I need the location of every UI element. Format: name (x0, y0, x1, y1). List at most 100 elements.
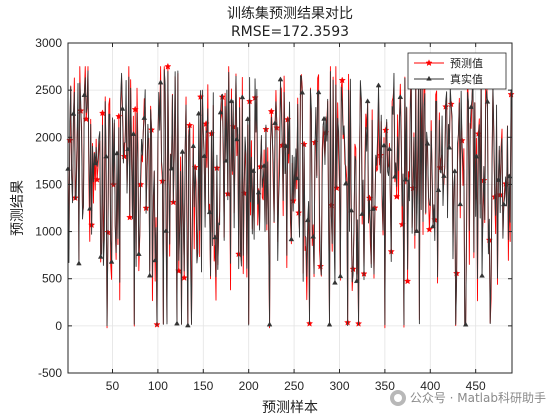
data-point (141, 115, 148, 120)
data-point (413, 228, 420, 233)
data-point (179, 148, 186, 154)
data-point (452, 168, 458, 174)
data-point (375, 82, 382, 88)
data-point (70, 110, 77, 116)
data-point (435, 187, 442, 192)
data-point (370, 206, 376, 211)
data-point (277, 76, 284, 82)
data-point (402, 176, 409, 182)
data-point (315, 89, 322, 95)
data-point (343, 180, 349, 186)
data-point (321, 115, 327, 121)
legend-marker-actual (426, 75, 432, 81)
data-point (348, 207, 355, 213)
data-point (217, 109, 224, 115)
data-point (495, 177, 502, 182)
data-point (250, 168, 257, 173)
data-point (310, 233, 316, 239)
x-tick-label: 450 (466, 379, 486, 393)
data-point (304, 217, 311, 223)
data-point (403, 277, 412, 285)
data-point (76, 260, 82, 266)
x-tick-label: 200 (239, 379, 259, 393)
data-point (234, 136, 240, 142)
data-point (266, 321, 273, 327)
data-point (326, 321, 333, 327)
data-point (228, 98, 235, 104)
chart-title: 训练集预测结果对比 (227, 5, 353, 22)
data-point (103, 153, 109, 159)
data-point (430, 223, 436, 229)
data-point (146, 272, 153, 278)
data-point (97, 253, 104, 259)
data-point (206, 209, 213, 215)
data-point (364, 98, 371, 104)
data-point (283, 143, 289, 148)
series-actual (65, 69, 513, 328)
data-point (114, 150, 120, 156)
data-point (337, 273, 344, 279)
data-point (393, 192, 401, 200)
data-point (473, 153, 480, 159)
axes-box (67, 42, 513, 374)
data-point (239, 94, 246, 100)
data-point (168, 165, 175, 171)
y-tick-label: 2500 (35, 83, 62, 97)
data-point (441, 172, 447, 178)
x-tick-label: 300 (329, 379, 349, 393)
data-point (392, 173, 398, 179)
data-point (359, 211, 365, 216)
data-point (92, 160, 99, 166)
data-point (190, 143, 197, 148)
watermark-text: 公众号 · Matlab科研助手 (409, 390, 546, 405)
data-point (136, 251, 142, 256)
data-point (119, 105, 126, 111)
data-point (174, 320, 180, 326)
data-point (152, 257, 158, 263)
data-point (294, 175, 300, 181)
data-point (425, 225, 433, 233)
x-tick-label: 100 (148, 379, 168, 393)
data-point (93, 175, 101, 183)
y-tick-label: 2000 (35, 130, 62, 144)
y-tick-label: 0 (55, 319, 62, 333)
data-point (501, 201, 507, 207)
data-point (338, 76, 346, 84)
y-axis-label: 预测结果 (10, 180, 26, 236)
data-point (468, 104, 474, 109)
data-point (272, 120, 278, 125)
data-point (157, 79, 164, 85)
data-point (386, 146, 393, 151)
data-point (446, 144, 453, 150)
data-point (223, 157, 229, 163)
data-point (81, 92, 88, 97)
legend-entry-predicted: 预测值 (450, 57, 483, 70)
data-point (397, 94, 404, 99)
data-point (457, 201, 464, 207)
x-axis-label: 预测样本 (262, 400, 318, 416)
data-point (195, 110, 202, 116)
data-point (484, 98, 491, 104)
y-tick-label: 1000 (35, 225, 62, 239)
x-tick-label: 400 (420, 379, 440, 393)
y-tick-label: -500 (38, 366, 62, 380)
data-point (131, 105, 139, 113)
wechat-icon (389, 390, 406, 406)
x-tick-label: 150 (193, 379, 213, 393)
series-layer (65, 62, 515, 329)
y-tick-label: 3000 (35, 36, 62, 50)
data-point (506, 173, 513, 179)
data-point (479, 272, 485, 278)
data-point (125, 146, 131, 151)
data-point (381, 142, 387, 148)
data-point (299, 89, 306, 95)
x-tick-label: 50 (106, 379, 120, 393)
data-point (267, 107, 275, 115)
data-point (212, 234, 218, 240)
legend: 预测值 真实值 (407, 52, 507, 90)
x-tick-label: 350 (375, 379, 395, 393)
data-point (424, 140, 431, 146)
data-point (288, 236, 295, 242)
data-point (163, 227, 169, 233)
